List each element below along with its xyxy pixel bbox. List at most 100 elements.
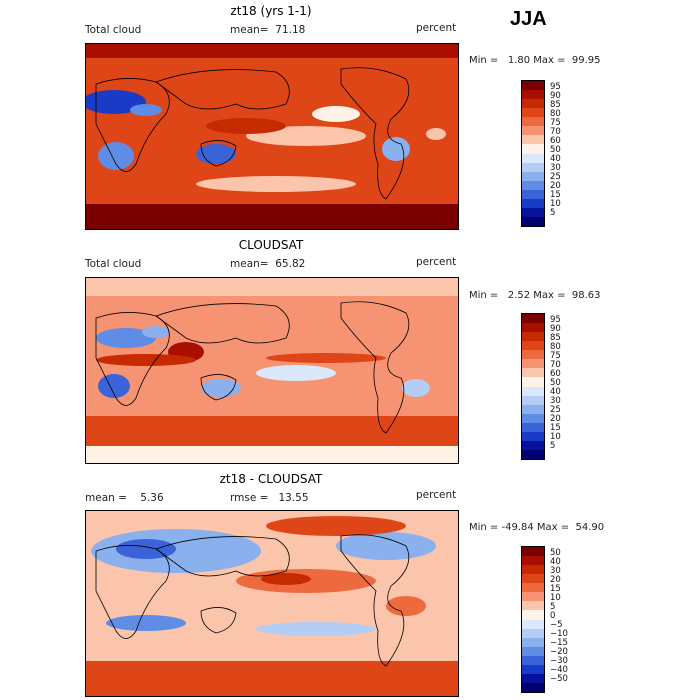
panel1-cbar-label: 80	[550, 109, 561, 119]
colorbar-swatch	[522, 198, 544, 208]
panel3-cbar-label: 15	[550, 584, 561, 594]
panel1-cbar-label: 15	[550, 190, 561, 200]
panel3-eurasia-negative	[91, 529, 261, 573]
colorbar-swatch	[522, 386, 544, 396]
panel3-namerica-negative	[336, 532, 436, 560]
panel2-saharan-dry	[96, 328, 156, 348]
panel1-cbar-label: 95	[550, 82, 561, 92]
panel3-pacific-strong-positive	[261, 573, 311, 585]
panel3-cbar-label: −50	[550, 674, 568, 684]
colorbar-swatch	[522, 126, 544, 136]
colorbar-swatch	[522, 610, 544, 620]
colorbar-swatch	[522, 431, 544, 441]
panel1-cbar-label: 90	[550, 91, 561, 101]
panel3-cbar-label: 10	[550, 593, 561, 603]
panel3-cbar-label: −5	[550, 620, 563, 630]
panel3-map-svg	[86, 511, 458, 696]
panel1-mean-label: mean= 71.18	[230, 24, 306, 36]
colorbar-swatch	[522, 646, 544, 656]
panel3-cbar-label: −30	[550, 656, 568, 666]
colorbar-swatch	[522, 207, 544, 217]
panel3-npacific-positive	[266, 516, 406, 536]
panel3-mean-label: mean = 5.36	[85, 492, 164, 504]
panel1-colorbar	[521, 80, 545, 227]
colorbar-swatch	[522, 395, 544, 405]
panel3-rmse-label: rmse = 13.55	[230, 492, 309, 504]
panel2-title: CLOUDSAT	[238, 238, 304, 252]
colorbar-swatch	[522, 81, 544, 91]
colorbar-swatch	[522, 556, 544, 566]
panel3-cbar-label: −20	[550, 647, 568, 657]
panel2-arabia-dry	[142, 326, 170, 338]
panel3-europe-strong-negative	[116, 539, 176, 559]
panel2-arctic-band	[86, 278, 458, 296]
panel3-minmax: Min = -49.84 Max = 54.90	[469, 522, 605, 533]
panel2-cbar-label: 70	[550, 360, 561, 370]
panel3-cbar-label: −10	[550, 629, 568, 639]
panel1-atlantic-patch	[426, 128, 446, 140]
panel2-map	[85, 277, 459, 464]
panel1-minmax: Min = 1.80 Max = 99.95	[469, 55, 601, 66]
panel1-australia-dry	[196, 144, 236, 164]
panel2-cbar-label: 50	[550, 378, 561, 388]
panel2-left-label: Total cloud	[85, 258, 142, 270]
panel2-cbar-label: 40	[550, 387, 561, 397]
panel3-title: zt18 - CLOUDSAT	[219, 472, 323, 486]
colorbar-swatch	[522, 341, 544, 351]
colorbar-swatch	[522, 440, 544, 450]
panel1-brazil-dry	[382, 137, 410, 161]
colorbar-swatch	[522, 655, 544, 665]
colorbar-swatch	[522, 673, 544, 683]
panel2-units-label: percent	[416, 256, 457, 268]
panel2-cbar-label: 20	[550, 414, 561, 424]
panel1-warm-pool	[206, 118, 286, 134]
panel1-map-svg	[86, 44, 458, 229]
colorbar-swatch	[522, 628, 544, 638]
panel1-cbar-label: 60	[550, 136, 561, 146]
colorbar-swatch	[522, 135, 544, 145]
panel2-mean-label: mean= 65.82	[230, 258, 306, 270]
colorbar-swatch	[522, 189, 544, 199]
colorbar-swatch	[522, 637, 544, 647]
colorbar-swatch	[522, 180, 544, 190]
colorbar-swatch	[522, 574, 544, 584]
panel2-brazil-dry	[402, 379, 430, 397]
panel2-cbar-label: 5	[550, 441, 556, 451]
colorbar-swatch	[522, 99, 544, 109]
colorbar-swatch	[522, 144, 544, 154]
colorbar-swatch	[522, 162, 544, 172]
panel3-brazil-positive	[386, 596, 426, 616]
panel2-coastlines	[95, 301, 410, 434]
panel1-coastlines	[95, 67, 410, 200]
colorbar-swatch	[522, 404, 544, 414]
panel1-cbar-label: 5	[550, 208, 556, 218]
panel1-cbar-label: 25	[550, 172, 561, 182]
panel3-cbar-label: 5	[550, 602, 556, 612]
panel1-cbar-label: 50	[550, 145, 561, 155]
panel3-colorbar	[521, 546, 545, 693]
panel3-indian-negative	[106, 615, 186, 631]
panel2-itcz-pacific	[266, 353, 386, 363]
panel3-units-label: percent	[416, 489, 457, 501]
panel3-cbar-label: −15	[550, 638, 568, 648]
panel1-subtropic-band	[196, 176, 356, 192]
colorbar-swatch	[522, 422, 544, 432]
panel1-npacific-light	[312, 106, 360, 122]
panel2-antarctic-band	[86, 446, 458, 463]
panel1-units-label: percent	[416, 22, 457, 34]
panel2-cbar-label: 85	[550, 333, 561, 343]
colorbar-swatch	[522, 216, 544, 226]
panel3-spacific-negative	[256, 622, 376, 636]
panel3-cbar-label: −40	[550, 665, 568, 675]
panel2-colorbar	[521, 313, 545, 460]
colorbar-swatch	[522, 592, 544, 602]
panel1-cbar-label: 70	[550, 127, 561, 137]
colorbar-swatch	[522, 350, 544, 360]
colorbar-swatch	[522, 90, 544, 100]
panel2-cbar-label: 10	[550, 432, 561, 442]
panel2-southern-ocean	[86, 416, 458, 446]
colorbar-swatch	[522, 377, 544, 387]
colorbar-swatch	[522, 619, 544, 629]
panel3-southern-ocean-positive	[86, 661, 458, 696]
colorbar-swatch	[522, 565, 544, 575]
